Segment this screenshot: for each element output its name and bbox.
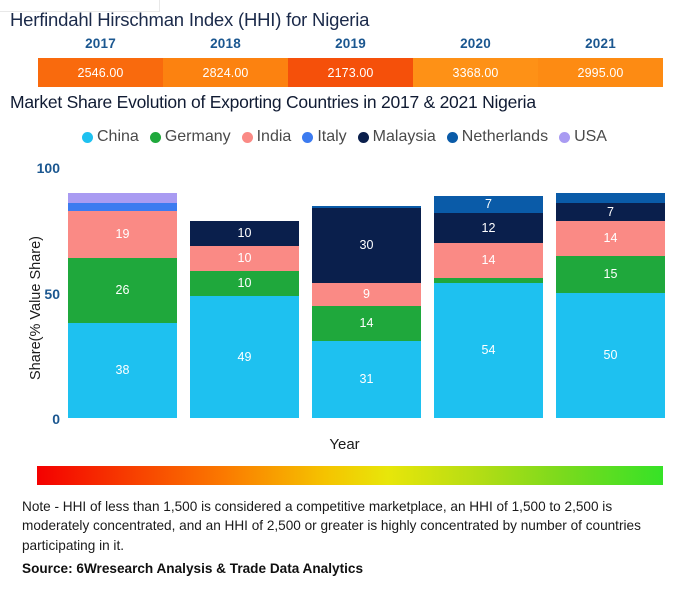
legend-item-germany[interactable]: Germany xyxy=(149,128,231,146)
bar-segment-usa[interactable] xyxy=(68,193,177,203)
bar-segment-italy[interactable] xyxy=(68,203,177,211)
hhi-year-label: 2021 xyxy=(585,36,616,51)
bar-segment-value: 14 xyxy=(481,253,496,268)
bar-segment-value: 14 xyxy=(603,230,618,245)
concentration-gradient-bar xyxy=(37,466,663,485)
hhi-value-cell: 2546.00 xyxy=(38,58,163,87)
bar-segment-value: 7 xyxy=(485,197,492,211)
legend-swatch-icon xyxy=(241,131,253,143)
legend-swatch-icon xyxy=(82,131,93,143)
y-tick-50: 50 xyxy=(44,286,60,302)
hhi-value-cell: 2173.00 xyxy=(288,58,413,87)
bar-segment-value: 38 xyxy=(115,363,130,378)
bar-stack: 49 10 10 10 xyxy=(190,220,299,418)
bar-segment-india[interactable]: 10 xyxy=(190,245,299,271)
bar-segment-malaysia[interactable]: 10 xyxy=(190,220,299,246)
legend-item-india[interactable]: India xyxy=(241,128,292,146)
hhi-value-cell: 2995.00 xyxy=(538,58,663,87)
legend-item-malaysia[interactable]: Malaysia xyxy=(357,128,436,146)
hhi-value-band: 2546.00 2824.00 2173.00 3368.00 2995.00 xyxy=(38,58,663,87)
bar-segment-value: 54 xyxy=(481,343,496,358)
legend-swatch-icon xyxy=(357,131,369,143)
hhi-title: Herfindahl Hirschman Index (HHI) for Nig… xyxy=(10,9,370,30)
y-tick-100: 100 xyxy=(36,160,60,176)
y-axis-title: Share(% Value Share) xyxy=(28,236,44,381)
bar-segment-china[interactable]: 31 xyxy=(312,340,421,418)
bar-segment-germany[interactable]: 26 xyxy=(68,258,177,323)
legend-item-china[interactable]: China xyxy=(82,128,139,146)
bar-segment-value: 30 xyxy=(359,238,374,253)
hhi-value-cell: 2824.00 xyxy=(163,58,288,87)
legend-label: Italy xyxy=(317,128,347,145)
hhi-year-label: 2019 xyxy=(335,36,366,51)
x-axis-title: Year xyxy=(329,436,360,453)
top-left-artifact xyxy=(0,0,160,12)
chart-legend: China Germany India Italy Malaysia Netherland… xyxy=(0,128,689,146)
bar-segment-india[interactable]: 14 xyxy=(556,220,665,256)
hhi-year-row: 2017 2018 2019 2020 2021 xyxy=(38,36,663,51)
bar-segment-value: 14 xyxy=(359,315,374,330)
legend-swatch-icon xyxy=(149,131,161,143)
bar-segment-india[interactable]: 19 xyxy=(68,210,177,258)
market-share-title: Market Share Evolution of Exporting Coun… xyxy=(10,92,536,112)
legend-label: USA xyxy=(574,128,607,145)
bar-segment-malaysia[interactable]: 30 xyxy=(312,208,421,283)
legend-item-italy[interactable]: Italy xyxy=(302,128,347,146)
bar-segment-malaysia[interactable]: 7 xyxy=(556,203,665,221)
bar-segment-value: 10 xyxy=(237,275,252,290)
bar-segment-china[interactable]: 49 xyxy=(190,295,299,418)
bar-segment-value: 12 xyxy=(481,220,496,235)
footer-source: Source: 6Wresearch Analysis & Trade Data… xyxy=(22,561,363,576)
bar-segment-value: 15 xyxy=(603,267,618,281)
bar-segment-germany[interactable] xyxy=(434,278,543,283)
legend-swatch-icon xyxy=(559,131,571,143)
bar-stack: 38 26 19 xyxy=(68,193,177,418)
bar-segment-netherlands[interactable] xyxy=(312,205,421,208)
bar-segment-value: 19 xyxy=(115,227,130,241)
legend-swatch-icon xyxy=(302,131,314,143)
bar-segment-germany[interactable]: 15 xyxy=(556,255,665,293)
bar-segment-india[interactable]: 9 xyxy=(312,283,421,306)
legend-label: China xyxy=(97,128,139,145)
legend-label: Malaysia xyxy=(372,128,436,145)
legend-label: Netherlands xyxy=(461,128,549,145)
hhi-value-cell: 3368.00 xyxy=(413,58,538,87)
legend-label: Germany xyxy=(164,128,231,145)
bar-segment-value: 49 xyxy=(237,349,252,364)
bar-segment-netherlands[interactable]: 7 xyxy=(434,195,543,213)
bar-segment-value: 10 xyxy=(237,250,252,265)
bar-segment-china[interactable]: 54 xyxy=(434,283,543,418)
hhi-year-label: 2020 xyxy=(460,36,491,51)
bar-stack: 31 14 9 30 xyxy=(312,205,421,418)
plot-area: Share(% Value Share) 100 50 0 3826192017… xyxy=(0,150,689,453)
bar-stacks: 3826192017491010102018311493020195414127… xyxy=(68,168,665,418)
bar-stack: 54 14 12 7 xyxy=(434,195,543,418)
bar-segment-germany[interactable]: 10 xyxy=(190,270,299,296)
hhi-year-label: 2017 xyxy=(85,36,116,51)
bar-segment-netherlands[interactable] xyxy=(556,193,665,203)
bar-segment-malaysia[interactable]: 12 xyxy=(434,213,543,243)
bar-segment-china[interactable]: 38 xyxy=(68,323,177,418)
bar-segment-india[interactable]: 14 xyxy=(434,243,543,278)
bar-segment-value: 10 xyxy=(237,225,252,240)
legend-item-netherlands[interactable]: Netherlands xyxy=(446,128,549,146)
bar-segment-china[interactable]: 50 xyxy=(556,293,665,418)
legend-item-usa[interactable]: USA xyxy=(559,128,607,146)
y-tick-0: 0 xyxy=(52,411,60,427)
bar-segment-value: 7 xyxy=(607,204,614,219)
bar-segment-value: 50 xyxy=(603,348,618,363)
footer-note: Note - HHI of less than 1,500 is conside… xyxy=(22,499,641,553)
bar-segment-value: 26 xyxy=(115,283,130,298)
bar-segment-germany[interactable]: 14 xyxy=(312,305,421,341)
bar-segment-value: 9 xyxy=(363,287,370,301)
legend-label: India xyxy=(256,128,292,145)
bar-stack: 50 15 14 7 xyxy=(556,193,665,418)
bar-segment-value: 31 xyxy=(359,372,374,386)
hhi-year-label: 2018 xyxy=(210,36,241,51)
legend-swatch-icon xyxy=(446,131,458,143)
